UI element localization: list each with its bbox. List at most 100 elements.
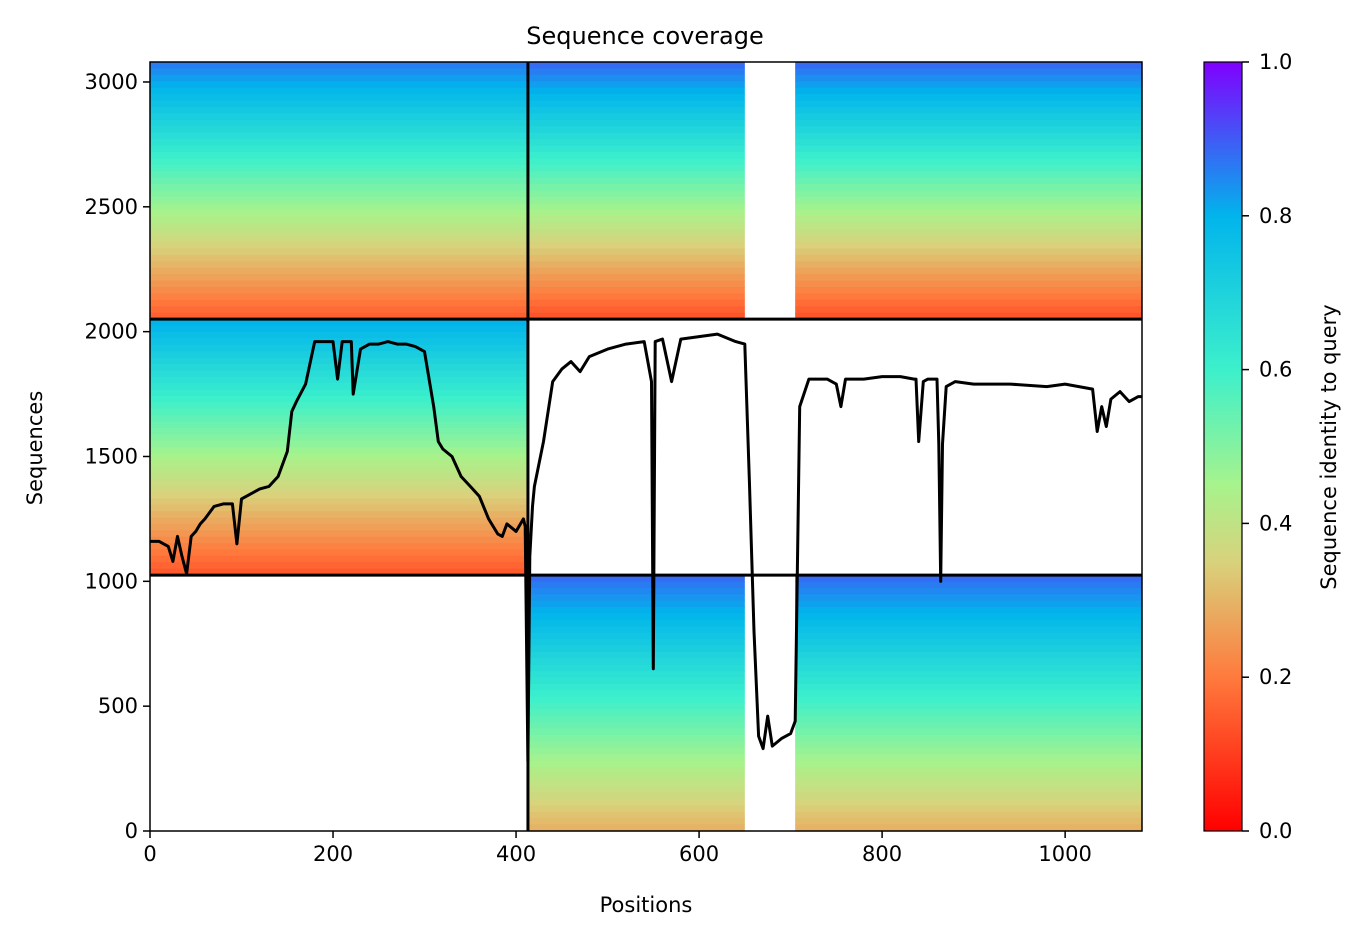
heatmap-band bbox=[150, 94, 528, 102]
heatmap-band bbox=[150, 434, 528, 442]
heatmap-band bbox=[150, 427, 528, 435]
heatmap-band bbox=[795, 792, 1142, 800]
x-tick-label: 1000 bbox=[1038, 842, 1091, 866]
heatmap-band bbox=[795, 587, 1142, 595]
y-tick-label: 1000 bbox=[85, 569, 138, 593]
heatmap-band bbox=[795, 299, 1142, 307]
heatmap-band bbox=[150, 197, 528, 205]
x-tick-label: 0 bbox=[143, 842, 156, 866]
heatmap-band bbox=[795, 619, 1142, 627]
heatmap-band bbox=[527, 254, 745, 262]
colorbar-tick-label: 1.0 bbox=[1259, 50, 1292, 74]
heatmap-band bbox=[150, 408, 528, 416]
heatmap-band bbox=[795, 632, 1142, 640]
colorbar-tick-label: 0.4 bbox=[1259, 511, 1292, 535]
heatmap-band bbox=[527, 177, 745, 185]
coverage-block bbox=[150, 319, 528, 576]
heatmap-band bbox=[150, 81, 528, 89]
heatmap-band bbox=[527, 68, 745, 76]
heatmap-band bbox=[150, 222, 528, 230]
heatmap-band bbox=[795, 293, 1142, 301]
heatmap-band bbox=[795, 741, 1142, 749]
heatmap-band bbox=[527, 824, 745, 832]
heatmap-band bbox=[150, 459, 528, 467]
heatmap-band bbox=[527, 651, 745, 659]
y-tick-label: 2000 bbox=[85, 320, 138, 344]
heatmap-band bbox=[150, 171, 528, 179]
heatmap-band bbox=[150, 517, 528, 525]
heatmap-band bbox=[150, 113, 528, 121]
heatmap-band bbox=[527, 190, 745, 198]
heatmap-band bbox=[795, 607, 1142, 615]
x-tick-label: 200 bbox=[313, 842, 353, 866]
heatmap-band bbox=[527, 184, 745, 192]
heatmap-band bbox=[150, 164, 528, 172]
heatmap-band bbox=[527, 119, 745, 127]
heatmap-band bbox=[150, 376, 528, 384]
y-tick-label: 2500 bbox=[85, 195, 138, 219]
heatmap-band bbox=[527, 773, 745, 781]
heatmap-band bbox=[527, 261, 745, 269]
heatmap-band bbox=[150, 242, 528, 250]
heatmap-band bbox=[795, 779, 1142, 787]
heatmap-band bbox=[527, 805, 745, 813]
heatmap-band bbox=[150, 287, 528, 295]
heatmap-band bbox=[795, 287, 1142, 295]
heatmap-band bbox=[527, 715, 745, 723]
heatmap-band bbox=[795, 274, 1142, 282]
heatmap-band bbox=[527, 754, 745, 762]
heatmap-band bbox=[795, 799, 1142, 807]
heatmap-band bbox=[150, 68, 528, 76]
heatmap-band bbox=[527, 594, 745, 602]
heatmap-band bbox=[527, 779, 745, 787]
heatmap-band bbox=[150, 325, 528, 333]
heatmap-band bbox=[795, 190, 1142, 198]
heatmap-band bbox=[150, 338, 528, 346]
heatmap-band bbox=[795, 722, 1142, 730]
heatmap-band bbox=[795, 805, 1142, 813]
heatmap-band bbox=[527, 94, 745, 102]
heatmap-band bbox=[527, 164, 745, 172]
heatmap-band bbox=[527, 728, 745, 736]
heatmap-band bbox=[795, 87, 1142, 95]
colorbar: 0.0 0.2 0.4 0.6 0.8 1.0 Sequence identity to … bbox=[1203, 50, 1341, 843]
x-axis: 0 200 400 600 800 1000 bbox=[143, 831, 1092, 866]
heatmap-band bbox=[150, 523, 528, 531]
heatmap-band bbox=[527, 299, 745, 307]
y-axis: 0 500 1000 1500 2000 2500 3000 bbox=[85, 70, 150, 843]
heatmap-band bbox=[150, 248, 528, 256]
heatmap-band bbox=[527, 747, 745, 755]
heatmap-band bbox=[795, 145, 1142, 153]
heatmap-band bbox=[795, 747, 1142, 755]
heatmap-band bbox=[795, 754, 1142, 762]
heatmap-band bbox=[527, 683, 745, 691]
heatmap-band bbox=[795, 728, 1142, 736]
heatmap-band bbox=[527, 703, 745, 711]
x-axis-label: Positions bbox=[600, 893, 693, 917]
heatmap-band bbox=[150, 389, 528, 397]
heatmap-band bbox=[527, 664, 745, 672]
heatmap-band bbox=[795, 203, 1142, 211]
heatmap-band bbox=[150, 543, 528, 551]
heatmap-band bbox=[527, 587, 745, 595]
heatmap-band bbox=[150, 549, 528, 557]
heatmap-band bbox=[527, 600, 745, 608]
heatmap-band bbox=[150, 267, 528, 275]
colorbar-gradient bbox=[1203, 61, 1243, 832]
colorbar-tick-label: 0.6 bbox=[1259, 358, 1292, 382]
heatmap-band bbox=[527, 229, 745, 237]
heatmap-band bbox=[527, 811, 745, 819]
heatmap-band bbox=[795, 81, 1142, 89]
heatmap-band bbox=[527, 216, 745, 224]
heatmap-band bbox=[795, 594, 1142, 602]
heatmap-band bbox=[150, 100, 528, 108]
heatmap-band bbox=[795, 306, 1142, 314]
heatmap-band bbox=[527, 613, 745, 621]
heatmap-band bbox=[150, 280, 528, 288]
heatmap-band bbox=[795, 786, 1142, 794]
heatmap-band bbox=[150, 229, 528, 237]
heatmap-band bbox=[527, 145, 745, 153]
heatmap-band bbox=[527, 677, 745, 685]
heatmap-band bbox=[527, 209, 745, 217]
